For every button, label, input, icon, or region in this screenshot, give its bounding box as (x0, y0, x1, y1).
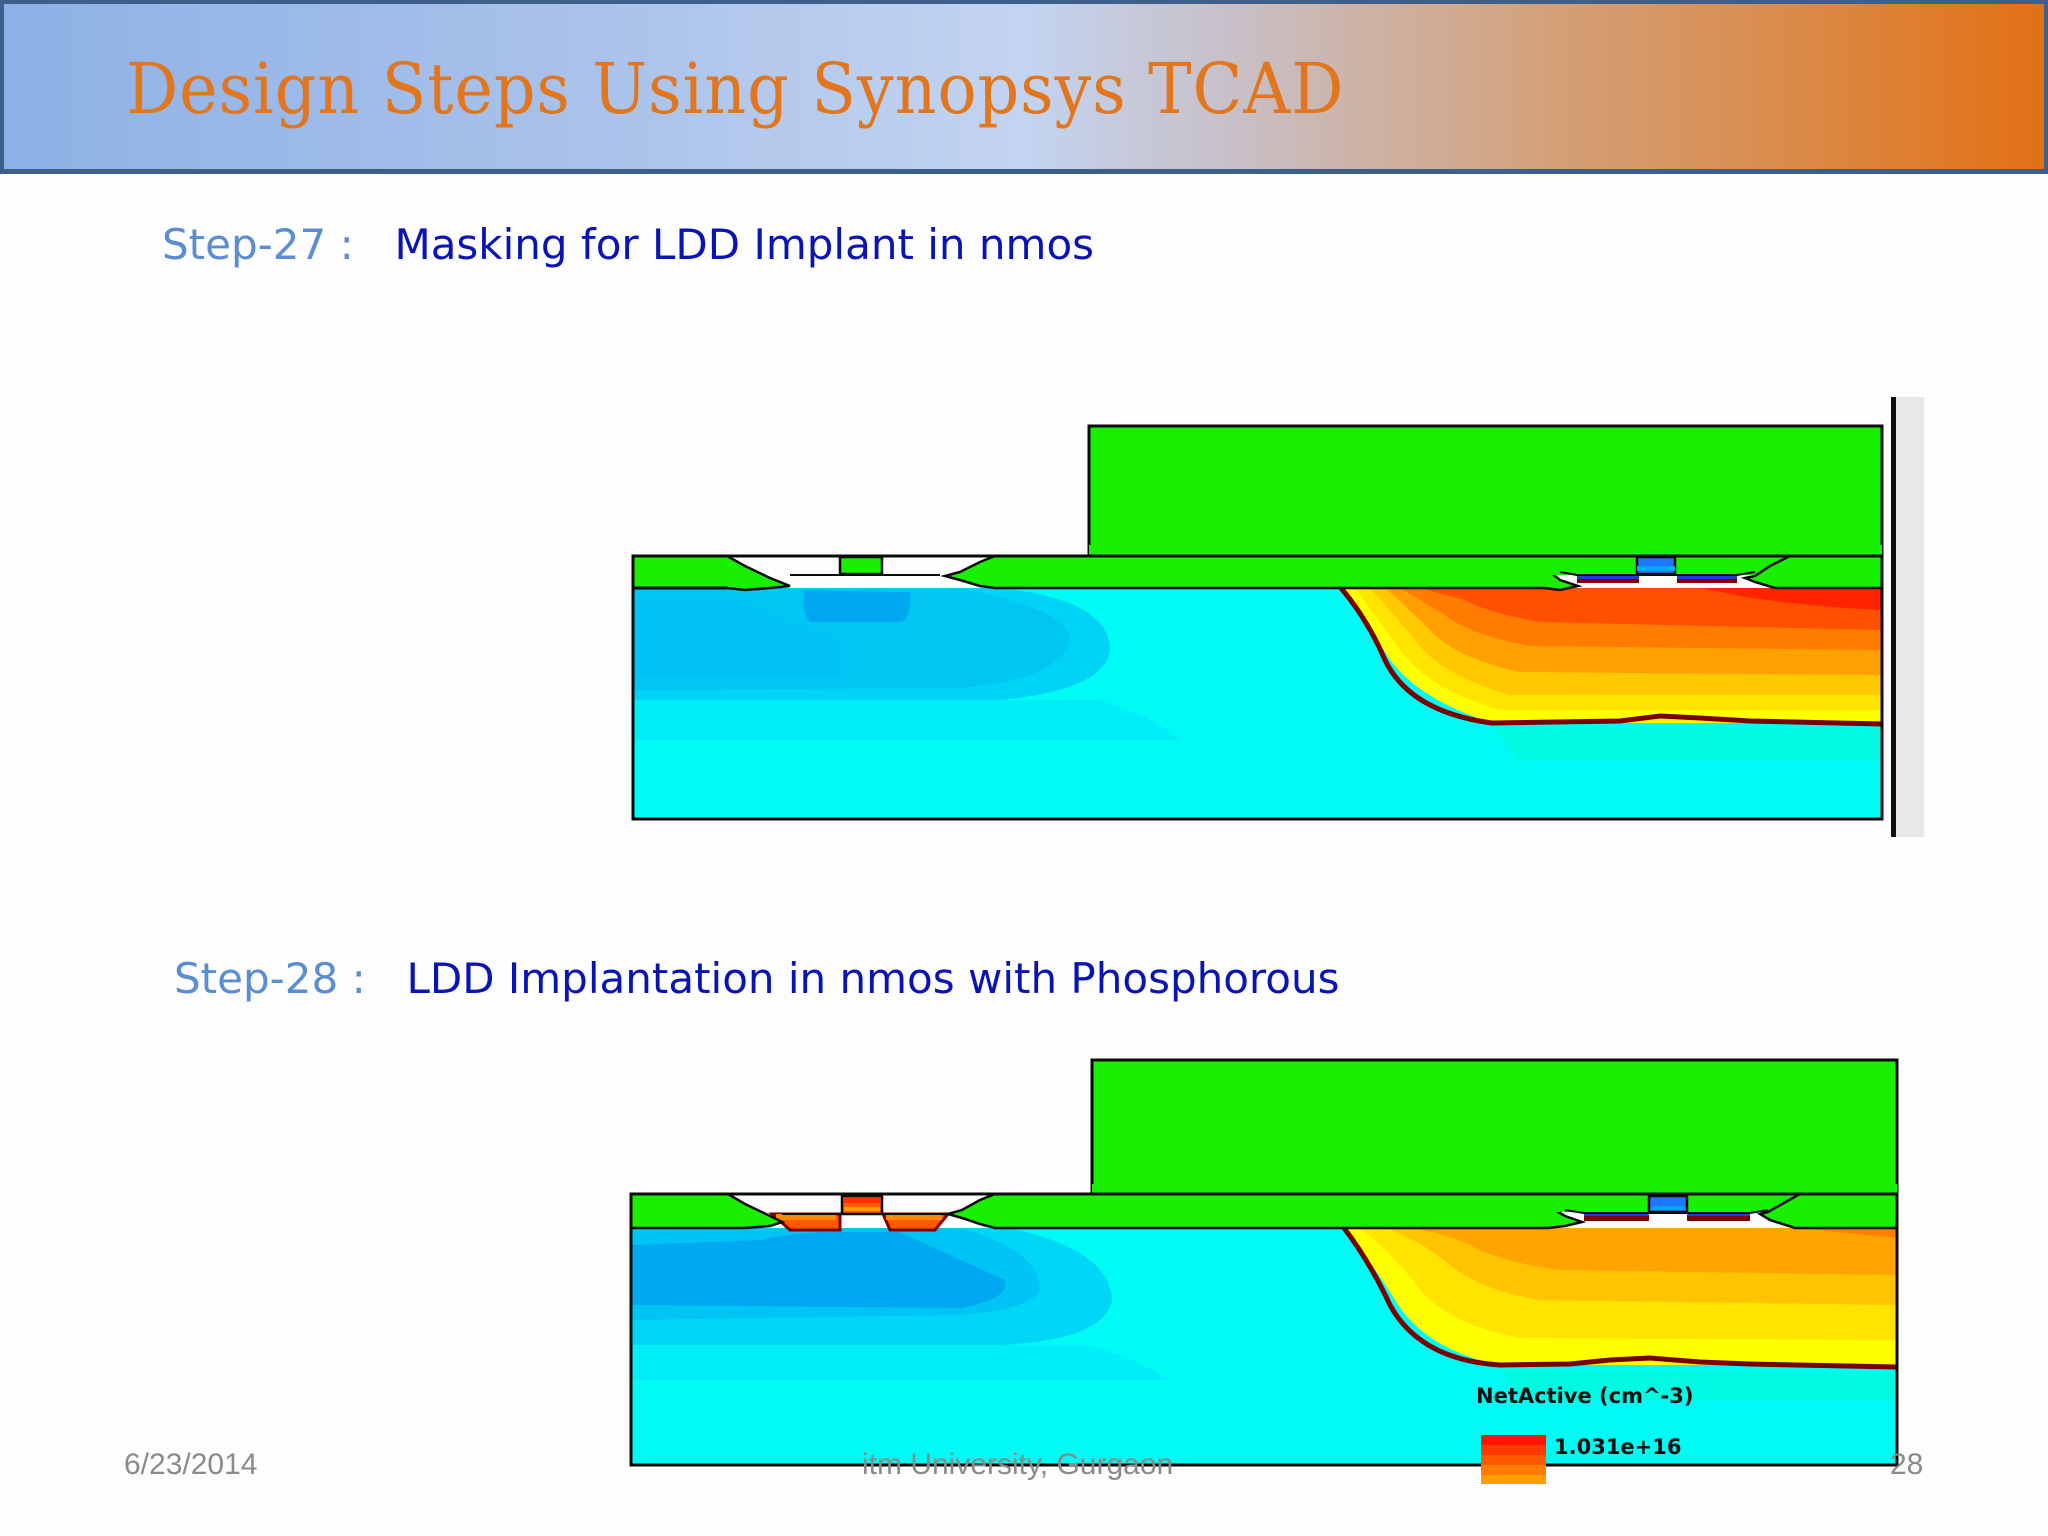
slide-title: Design Steps Using Synopsys TCAD (126, 48, 1345, 130)
legend-swatch-band (1481, 1475, 1546, 1484)
legend-swatch-band (1481, 1465, 1546, 1475)
legend-swatch-band (1481, 1455, 1546, 1465)
footer-date: 6/23/2014 (124, 1448, 258, 1481)
footer-page-number: 28 (1890, 1448, 1924, 1481)
step-27-heading: Step-27 : Masking for LDD Implant in nmo… (162, 220, 1094, 269)
step-28-heading: Step-28 : LDD Implantation in nmos with … (174, 954, 1339, 1003)
legend-swatch-band (1481, 1435, 1546, 1445)
footer-organization: itm University, Gurgaon (862, 1448, 1174, 1481)
legend-title: NetActive (cm^-3) (1476, 1384, 1694, 1408)
legend-swatch (1481, 1435, 1546, 1484)
legend-swatch-band (1481, 1445, 1546, 1455)
step-27-label: Step-27 : (162, 220, 354, 269)
step-27-text: Masking for LDD Implant in nmos (394, 220, 1095, 269)
step-28-label: Step-28 : (174, 954, 366, 1003)
title-bar: Design Steps Using Synopsys TCAD (0, 0, 2048, 174)
legend-value: 1.031e+16 (1554, 1435, 1682, 1459)
step-28-text: LDD Implantation in nmos with Phosphorou… (406, 954, 1340, 1003)
